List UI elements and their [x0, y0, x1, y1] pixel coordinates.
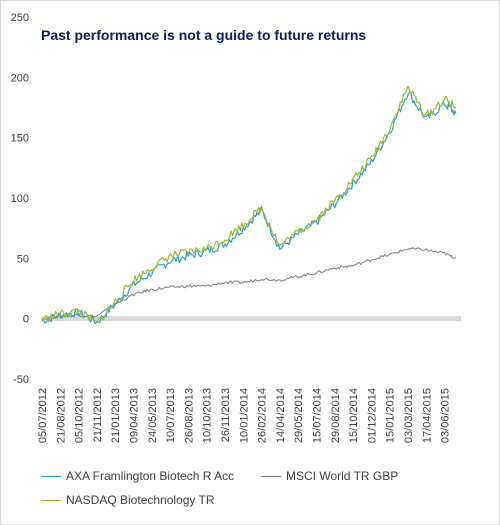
legend-item-axa: AXA Framlington Biotech R Acc [41, 469, 234, 483]
y-tick-label: 0 [23, 314, 29, 326]
legend-swatch-nasdaq [41, 499, 61, 501]
x-tick-label: 26/08/2013 [183, 388, 195, 443]
legend-label-nasdaq: NASDAQ Biotechnology TR [66, 493, 215, 507]
y-axis-ticks: -50 0 50 100 150 200 250 [11, 12, 29, 386]
x-tick-label: 09/04/2013 [129, 388, 141, 443]
series-line-2 [41, 85, 457, 324]
x-tick-label: 03/06/2015 [440, 388, 452, 443]
legend-item-nasdaq: NASDAQ Biotechnology TR [41, 493, 215, 507]
x-tick-label: 21/01/2013 [110, 388, 122, 443]
y-tick-label: 250 [11, 12, 29, 24]
x-tick-label: 21/11/2012 [92, 388, 104, 442]
y-tick-label: 100 [11, 193, 29, 205]
x-tick-label: 14/04/2014 [275, 388, 287, 443]
x-tick-label: 10/01/2014 [238, 388, 250, 443]
x-tick-label: 03/03/2015 [403, 388, 415, 443]
x-tick-label: 15/07/2014 [312, 388, 324, 443]
y-tick-label: -50 [13, 374, 29, 386]
x-tick-label: 01/12/2014 [366, 388, 378, 443]
legend-item-msci: MSCI World TR GBP [261, 469, 398, 483]
x-tick-label: 05/07/2012 [37, 388, 49, 443]
x-tick-label: 21/08/2012 [55, 388, 67, 443]
x-tick-label: 17/04/2015 [421, 388, 433, 443]
series-line-0 [41, 91, 457, 325]
x-tick-label: 24/05/2013 [147, 388, 159, 443]
x-tick-label: 26/11/2013 [220, 388, 232, 442]
x-tick-label: 10/10/2013 [202, 388, 214, 443]
series-line-1 [41, 247, 457, 321]
legend-swatch-axa [41, 475, 61, 477]
series-lines [41, 85, 457, 325]
legend-swatch-msci [261, 475, 281, 477]
chart-title: Past performance is not a guide to futur… [41, 27, 367, 43]
x-tick-label: 15/01/2015 [385, 388, 397, 443]
x-tick-label: 29/08/2014 [330, 388, 342, 443]
x-axis-ticks: 05/07/2012 21/08/2012 05/10/2012 21/11/2012… [37, 388, 452, 443]
x-tick-label: 26/02/2014 [257, 388, 269, 443]
y-tick-label: 200 [11, 72, 29, 84]
x-tick-label: 15/10/2014 [348, 388, 360, 443]
y-tick-label: 50 [17, 253, 29, 265]
x-tick-label: 05/10/2012 [74, 388, 86, 443]
legend-label-msci: MSCI World TR GBP [286, 469, 399, 483]
y-tick-label: 150 [11, 133, 29, 145]
x-tick-label: 10/07/2013 [165, 388, 177, 443]
x-tick-label: 29/05/2014 [293, 388, 305, 443]
legend-label-axa: AXA Framlington Biotech R Acc [66, 469, 235, 483]
